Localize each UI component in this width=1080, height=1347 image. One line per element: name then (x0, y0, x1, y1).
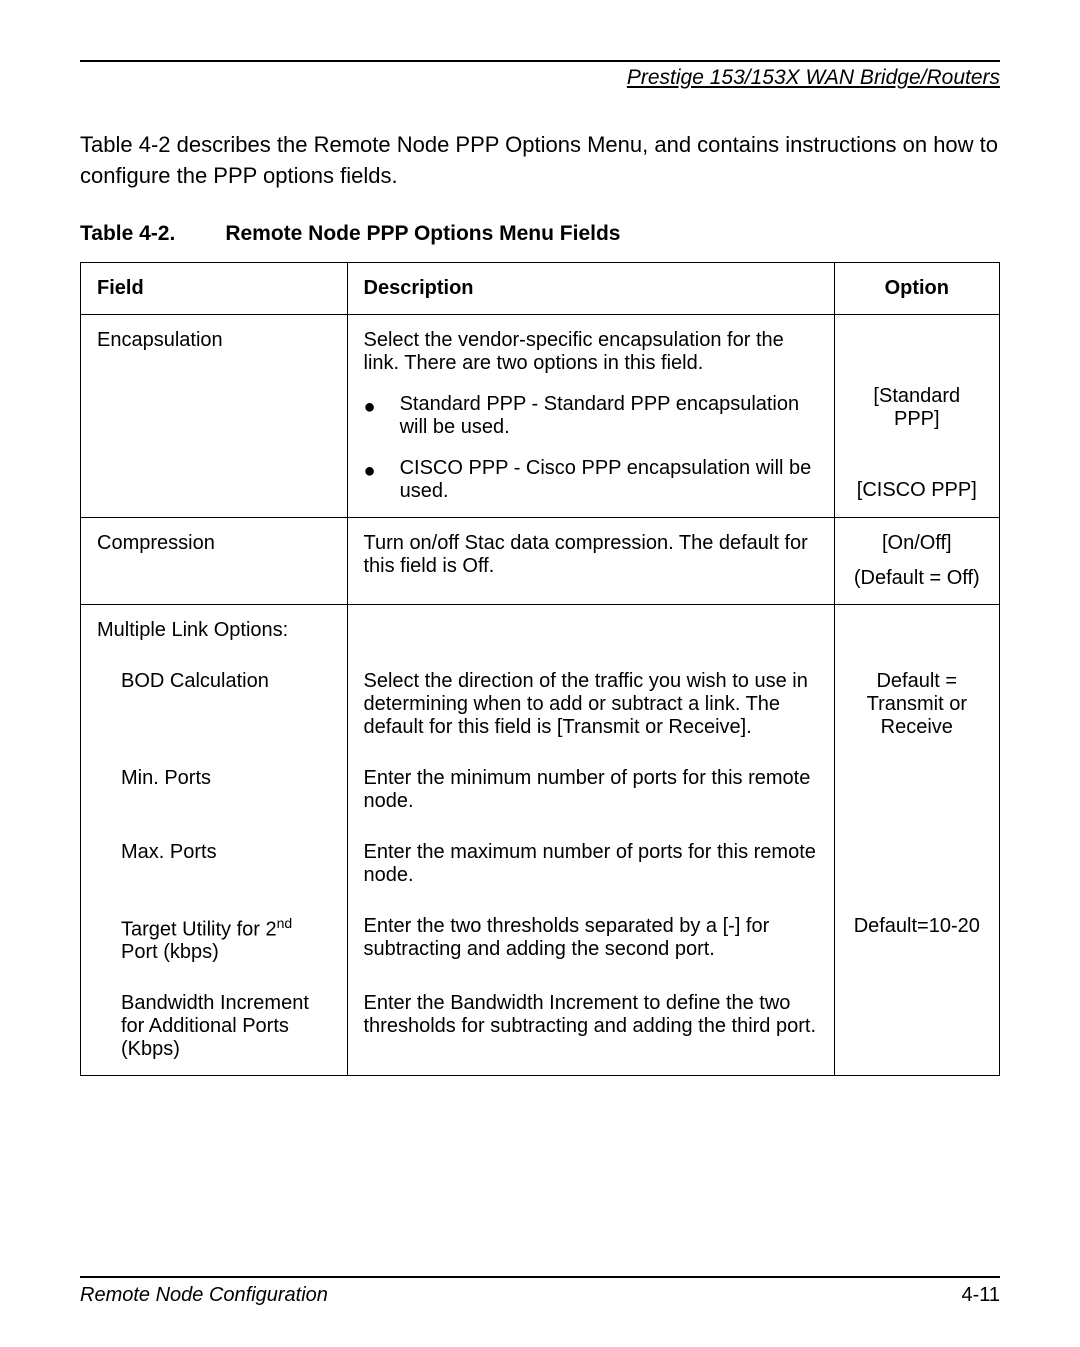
table-row: Max. Ports Enter the maximum number of p… (81, 827, 1000, 901)
desc-cell: Enter the two thresholds separated by a … (347, 901, 834, 979)
col-option: Option (834, 262, 999, 314)
col-field: Field (81, 262, 348, 314)
desc-cell: Enter the maximum number of ports for th… (347, 827, 834, 901)
bullet-item: ● Standard PPP - Standard PPP encapsulat… (364, 393, 818, 439)
spacer (851, 555, 983, 567)
field-cell: Bandwidth Increment for Additional Ports… (81, 978, 348, 1076)
field-cell: Target Utility for 2nd Port (kbps) (81, 901, 348, 979)
options-table: Field Description Option Encapsulation S… (80, 262, 1000, 1077)
intro-paragraph: Table 4-2 describes the Remote Node PPP … (80, 130, 1000, 192)
bullet-text: Standard PPP - Standard PPP encapsulatio… (400, 393, 818, 439)
bullet-text: CISCO PPP - Cisco PPP encapsulation will… (400, 457, 818, 503)
desc-cell: Turn on/off Stac data compression. The d… (347, 517, 834, 604)
page-footer: Remote Node Configuration 4-11 (80, 1276, 1000, 1307)
table-row: Bandwidth Increment for Additional Ports… (81, 978, 1000, 1076)
option-text: (Default = Off) (851, 567, 983, 590)
footer-right: 4-11 (961, 1284, 1000, 1307)
col-description: Description (347, 262, 834, 314)
desc-cell (347, 604, 834, 656)
field-cell: Max. Ports (81, 827, 348, 901)
option-cell (834, 753, 999, 827)
desc-cell: Select the direction of the traffic you … (347, 656, 834, 753)
table-number: Table 4-2. (80, 222, 175, 246)
bullet-icon: ● (364, 393, 376, 439)
field-cell: Encapsulation (81, 314, 348, 517)
desc-cell: Select the vendor-specific encapsulation… (347, 314, 834, 517)
bullet-item: ● CISCO PPP - Cisco PPP encapsulation wi… (364, 457, 818, 503)
option-text: [Standard PPP] (851, 385, 983, 431)
desc-cell: Enter the minimum number of ports for th… (347, 753, 834, 827)
desc-intro: Select the vendor-specific encapsulation… (364, 329, 818, 375)
table-row: Min. Ports Enter the minimum number of p… (81, 753, 1000, 827)
sub-field-label: Min. Ports (97, 767, 331, 790)
table-row: Compression Turn on/off Stac data compre… (81, 517, 1000, 604)
table-caption: Table 4-2. Remote Node PPP Options Menu … (80, 222, 1000, 246)
option-text: [On/Off] (851, 532, 983, 555)
option-cell: [On/Off] (Default = Off) (834, 517, 999, 604)
sub-field-label: Bandwidth Increment for Additional Ports… (97, 992, 331, 1061)
field-cell: Min. Ports (81, 753, 348, 827)
sub-field-label: Target Utility for 2nd Port (kbps) (97, 915, 331, 965)
option-cell (834, 604, 999, 656)
field-cell: Compression (81, 517, 348, 604)
option-cell (834, 978, 999, 1076)
field-cell: Multiple Link Options: (81, 604, 348, 656)
table-row: Target Utility for 2nd Port (kbps) Enter… (81, 901, 1000, 979)
sub-field-label: BOD Calculation (97, 670, 331, 693)
option-cell: Default=10-20 (834, 901, 999, 979)
table-header-row: Field Description Option (81, 262, 1000, 314)
footer-left: Remote Node Configuration (80, 1284, 328, 1307)
option-cell (834, 827, 999, 901)
field-cell: BOD Calculation (81, 656, 348, 753)
bullet-icon: ● (364, 457, 376, 503)
spacer (851, 449, 983, 479)
table-title: Remote Node PPP Options Menu Fields (225, 222, 620, 246)
header-rule (80, 60, 1000, 62)
option-cell: Default = Transmit or Receive (834, 656, 999, 753)
option-cell: [Standard PPP] [CISCO PPP] (834, 314, 999, 517)
spacer (851, 329, 983, 385)
table-row: BOD Calculation Select the direction of … (81, 656, 1000, 753)
page-header: Prestige 153/153X WAN Bridge/Routers (80, 66, 1000, 90)
sub-field-label: Max. Ports (97, 841, 331, 864)
table-row: Encapsulation Select the vendor-specific… (81, 314, 1000, 517)
desc-cell: Enter the Bandwidth Increment to define … (347, 978, 834, 1076)
table-row: Multiple Link Options: (81, 604, 1000, 656)
option-text: [CISCO PPP] (851, 479, 983, 502)
